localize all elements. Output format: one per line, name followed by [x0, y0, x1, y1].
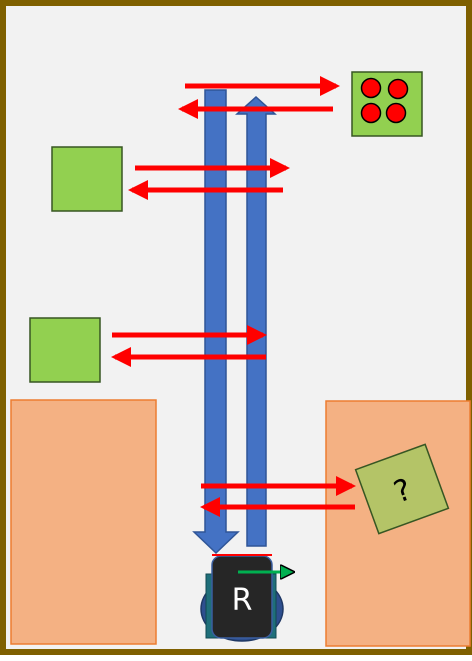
- big-up-arrow: [235, 95, 277, 547]
- diagram-svg: ? R: [10, 71, 471, 647]
- red-dot: [387, 78, 409, 100]
- big-down-arrow: [192, 89, 240, 555]
- green-block-middle-left: [29, 317, 101, 383]
- unknown-block: ?: [354, 443, 450, 535]
- green-block-top-right: [351, 71, 423, 137]
- left-orange-zone: [10, 399, 157, 645]
- red-arrows: [111, 76, 356, 517]
- robot-label: R: [232, 583, 253, 618]
- red-dot: [360, 102, 382, 124]
- red-dot: [385, 102, 407, 124]
- robot: R: [200, 554, 292, 642]
- green-block-upper-left: [51, 146, 123, 212]
- red-dot: [360, 77, 382, 99]
